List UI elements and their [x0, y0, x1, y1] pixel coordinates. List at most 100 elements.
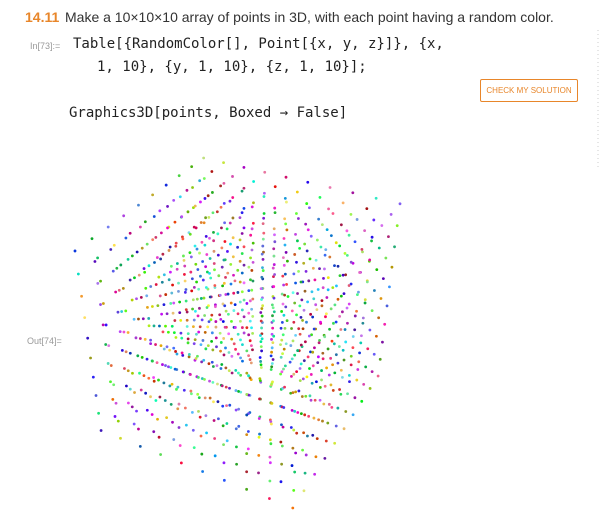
point — [201, 278, 205, 282]
point — [228, 403, 232, 407]
point — [191, 307, 194, 311]
point — [222, 161, 225, 165]
point — [280, 292, 284, 296]
point — [140, 355, 144, 359]
point — [160, 280, 164, 284]
point — [299, 343, 303, 347]
point — [234, 427, 238, 431]
point — [177, 289, 180, 293]
point — [268, 497, 271, 500]
point — [142, 374, 146, 377]
point — [261, 222, 265, 226]
point — [326, 347, 330, 351]
code-line: Table[{RandomColor[], Point[{x, y, z}]},… — [73, 36, 444, 52]
point — [300, 298, 304, 302]
point — [216, 382, 219, 386]
point — [242, 281, 246, 285]
point — [353, 328, 357, 332]
point — [313, 346, 316, 350]
point — [314, 258, 318, 262]
point — [283, 326, 287, 330]
point — [240, 232, 244, 235]
point — [320, 299, 324, 303]
point — [96, 256, 100, 260]
point — [299, 280, 303, 284]
point — [230, 354, 234, 358]
point — [202, 221, 206, 225]
point — [172, 346, 176, 350]
point — [228, 221, 232, 225]
point — [174, 336, 178, 339]
point — [138, 225, 142, 229]
point — [177, 426, 181, 429]
point — [303, 289, 307, 293]
point — [320, 369, 323, 372]
point — [210, 313, 214, 317]
point — [212, 239, 216, 243]
point — [296, 349, 300, 352]
point — [284, 175, 288, 179]
point — [145, 242, 149, 246]
point — [173, 367, 177, 371]
point — [250, 269, 254, 272]
point — [161, 363, 164, 366]
point — [193, 338, 197, 342]
point — [280, 338, 284, 342]
point — [353, 396, 357, 400]
point — [231, 216, 235, 220]
point — [271, 266, 275, 270]
point — [326, 276, 330, 280]
point — [235, 462, 238, 466]
point — [290, 309, 294, 313]
point — [227, 332, 231, 336]
point — [301, 319, 304, 322]
point — [219, 317, 223, 321]
point — [236, 245, 239, 249]
point — [128, 387, 132, 391]
point — [331, 363, 335, 367]
point — [280, 423, 283, 427]
point — [209, 318, 213, 322]
check-button[interactable]: CHECK MY SOLUTION — [480, 79, 578, 102]
point — [147, 324, 151, 328]
point — [248, 358, 252, 361]
point — [318, 195, 322, 199]
point — [168, 348, 172, 352]
point — [211, 348, 215, 352]
point — [258, 432, 261, 436]
point — [346, 321, 349, 325]
point — [323, 335, 327, 339]
point — [395, 224, 399, 228]
point — [365, 207, 369, 211]
point — [159, 231, 163, 235]
point — [338, 274, 342, 278]
point — [317, 418, 321, 422]
point — [178, 195, 182, 199]
point — [215, 345, 218, 349]
point — [245, 470, 249, 474]
point — [302, 261, 306, 265]
point — [298, 332, 302, 336]
point — [310, 381, 314, 385]
point — [258, 377, 262, 381]
point — [203, 197, 207, 200]
point — [357, 290, 360, 294]
point — [291, 446, 295, 450]
point — [242, 165, 246, 169]
point — [272, 247, 276, 251]
point — [225, 404, 228, 408]
point — [174, 244, 178, 248]
point — [311, 266, 315, 270]
point — [238, 259, 242, 263]
point — [96, 282, 100, 285]
point — [251, 221, 255, 225]
point — [259, 366, 263, 369]
point — [137, 427, 140, 431]
point — [154, 343, 157, 346]
point — [216, 400, 220, 404]
input-label: In[73]:= — [30, 41, 61, 51]
point — [232, 273, 235, 277]
point — [213, 268, 216, 272]
point — [112, 243, 116, 247]
point — [273, 240, 277, 244]
